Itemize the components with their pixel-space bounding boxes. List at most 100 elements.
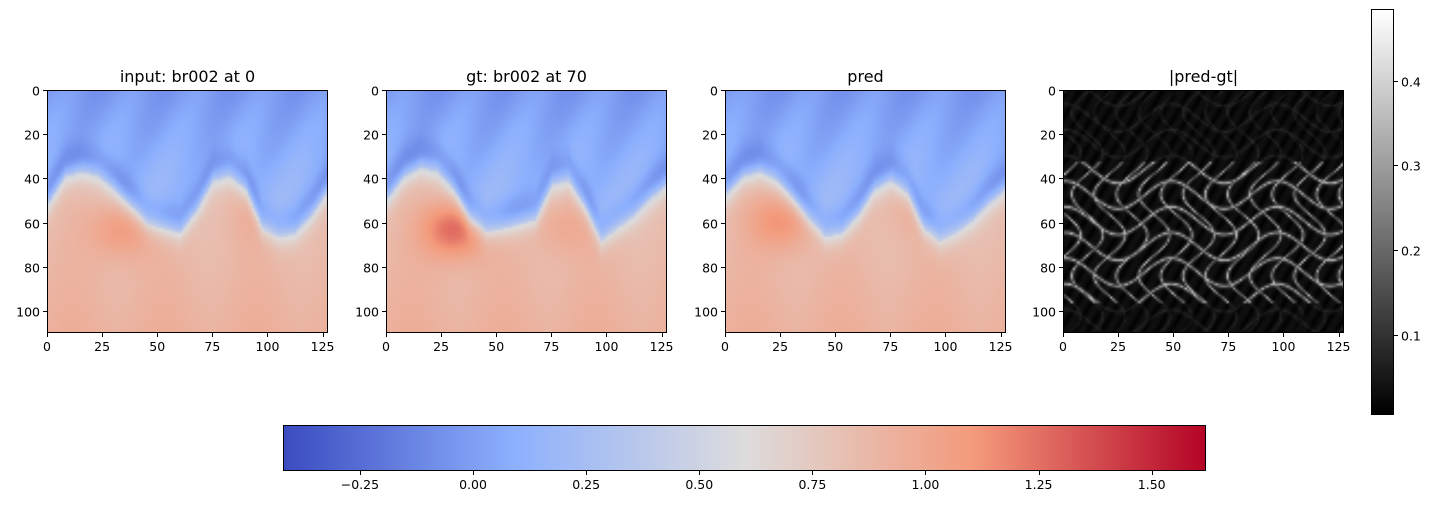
x-tick [1173,333,1175,337]
x-tick [725,333,726,337]
x-tick [890,333,892,337]
y-tick-label: 40 [1040,171,1056,187]
colorbar-main-tick [473,471,475,475]
x-tick-label: 125 [988,339,1013,354]
y-tick [1059,222,1063,224]
x-tick [1338,333,1340,337]
panel-title: pred [847,67,884,86]
x-tick-label: 125 [310,339,335,354]
x-tick [322,333,324,337]
x-tick [1228,333,1230,337]
x-tick-label: 25 [433,339,450,354]
y-tick-label: 0 [710,83,718,99]
x-tick-label: 25 [772,339,789,354]
heatmap-canvas [48,91,327,332]
y-tick [1059,90,1063,91]
y-tick-label: 80 [1040,260,1056,276]
colorbar-main-tick [1151,471,1153,475]
y-tick [43,310,47,312]
colorbar-main-tick [1038,471,1040,475]
colorbar-error-tick [1394,334,1398,336]
y-tick-label: 80 [702,260,718,276]
x-tick-label: 25 [94,339,111,354]
y-tick [382,178,386,180]
x-tick [835,333,837,337]
x-tick-label: 50 [149,339,166,354]
x-tick-label: 50 [827,339,844,354]
y-tick [1059,134,1063,136]
x-tick-label: 75 [882,339,899,354]
panel-title: input: br002 at 0 [119,67,256,86]
heatmap-image [386,90,667,333]
colorbar-main-gradient [283,425,1206,471]
y-tick [382,134,386,136]
y-tick-label: 60 [363,216,379,232]
y-tick [721,222,725,224]
colorbar-error-tick [1394,80,1398,82]
x-tick-label: 0 [382,339,390,354]
colorbar-main-tick [359,471,361,475]
x-tick-label: 25 [1110,339,1127,354]
y-tick [382,222,386,224]
y-tick [382,310,386,312]
y-tick [1059,178,1063,180]
x-tick [1118,333,1120,337]
colorbar-error-tick [1394,165,1398,167]
x-tick-label: 75 [204,339,221,354]
colorbar-main-tick-label: 1.25 [1024,477,1053,492]
colorbar-error-tick-label: 0.3 [1401,158,1421,174]
y-tick-label: 40 [24,171,40,187]
x-tick [157,333,159,337]
x-tick [780,333,782,337]
heatmap-canvas [726,91,1005,332]
y-tick-label: 80 [363,260,379,276]
y-tick [43,134,47,136]
colorbar-main-tick [812,471,814,475]
heatmap-image [47,90,328,333]
x-tick [267,333,269,337]
y-tick-label: 100 [16,304,40,320]
heatmap-image [1063,90,1344,333]
y-tick-label: 80 [24,260,40,276]
y-tick-label: 60 [1040,216,1056,232]
colorbar-main-tick-label: 0.25 [572,477,601,492]
y-tick [721,134,725,136]
x-tick [1283,333,1285,337]
panel-title: |pred-gt| [1168,67,1239,86]
y-tick-label: 40 [702,171,718,187]
x-tick [441,333,443,337]
x-tick-label: 75 [1220,339,1237,354]
y-tick [1059,266,1063,268]
colorbar-error-tick-label: 0.4 [1401,74,1421,90]
colorbar-error-tick-label: 0.1 [1401,328,1421,344]
y-tick-label: 20 [24,127,40,143]
y-tick [382,90,386,91]
y-tick [721,266,725,268]
y-tick [382,266,386,268]
colorbar-main-tick-label: 0.50 [685,477,714,492]
x-tick [496,333,498,337]
y-tick [721,90,725,91]
x-tick [386,333,387,337]
x-tick-label: 100 [933,339,958,354]
x-tick-label: 50 [1165,339,1182,354]
y-tick [43,222,47,224]
y-tick [43,266,47,268]
y-tick [43,90,47,91]
colorbar-main-tick-label: 1.00 [911,477,940,492]
heatmap-image [725,90,1006,333]
y-tick-label: 0 [32,83,40,99]
colorbar-main-tick-label: 0.75 [798,477,827,492]
x-tick-label: 125 [1326,339,1351,354]
x-tick-label: 0 [1059,339,1067,354]
y-tick-label: 100 [694,304,718,320]
y-tick-label: 40 [363,171,379,187]
x-tick-label: 75 [543,339,560,354]
x-tick [606,333,608,337]
panel-title: gt: br002 at 70 [466,67,587,86]
x-tick [47,333,48,337]
colorbar-error-tick [1394,250,1398,252]
colorbar-error-tick-label: 0.2 [1401,243,1421,259]
y-tick [1059,310,1063,312]
y-tick-label: 0 [1048,83,1056,99]
